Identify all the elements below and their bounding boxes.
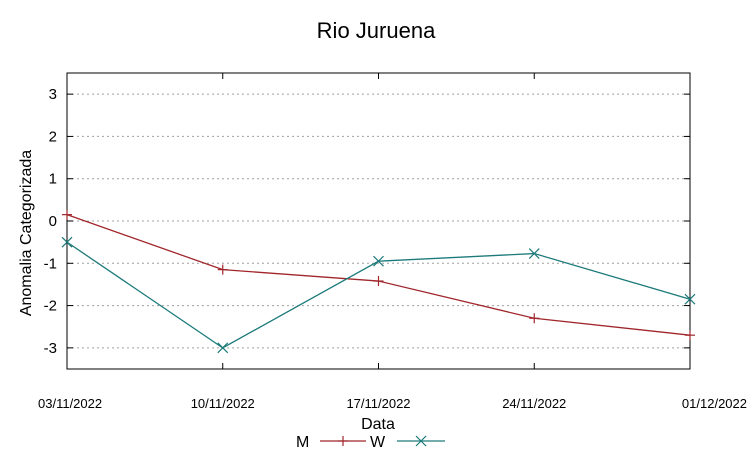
y-axis-ticks: 3 2 1 0 -1 -2 -3	[44, 86, 690, 357]
y-tick-label: 2	[49, 128, 57, 145]
x-tick-label: 10/11/2022	[191, 396, 255, 411]
chart-title: Rio Juruena	[317, 18, 436, 43]
data-point-w	[217, 342, 229, 354]
y-tick-label: 0	[49, 213, 57, 230]
data-point-m	[62, 209, 72, 220]
x-tick-label: 01/12/2022	[682, 396, 747, 411]
legend-item-m: M	[296, 434, 366, 451]
legend-swatch-marker	[338, 436, 348, 446]
series-line-m	[66, 214, 691, 336]
grid-lines	[67, 93, 690, 349]
legend-swatch-marker	[415, 435, 427, 447]
legend-label: M	[296, 434, 309, 451]
x-tick-label: 03/11/2022	[38, 396, 102, 411]
data-point-m	[685, 330, 695, 341]
y-tick-label: -2	[44, 298, 57, 315]
y-tick-label: 3	[49, 86, 57, 103]
x-tick-label: 17/11/2022	[346, 396, 410, 411]
legend-label: W	[370, 434, 386, 451]
data-point-m	[529, 313, 540, 324]
data-point-w	[61, 236, 73, 248]
data-point-w	[373, 255, 384, 267]
series-layer	[61, 209, 696, 354]
y-tick-label: 1	[49, 171, 57, 188]
x-tick-label: 24/11/2022	[502, 396, 566, 411]
data-point-m	[373, 276, 384, 287]
data-point-w	[684, 293, 696, 305]
x-axis-label: Data	[361, 416, 395, 433]
series-line-w	[66, 241, 691, 349]
y-axis-label: Anomalia Categorizada	[18, 150, 35, 316]
x-axis-ticks: 03/11/2022 10/11/2022 17/11/2022 24/11/2022…	[38, 73, 747, 411]
y-tick-label: -1	[44, 255, 57, 272]
data-point-m	[217, 264, 228, 275]
legend-item-w: W	[370, 434, 445, 451]
data-point-w	[528, 248, 540, 259]
y-tick-label: -3	[44, 340, 57, 357]
